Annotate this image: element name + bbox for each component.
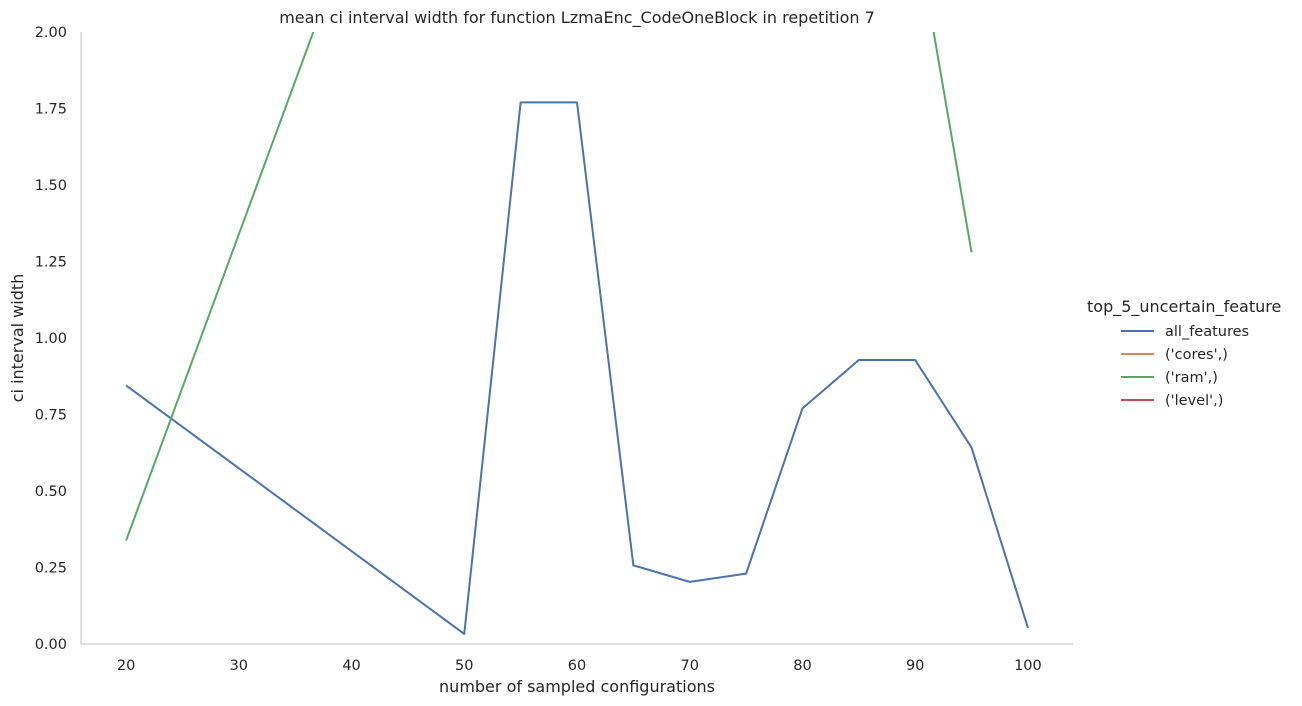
x-tick-label: 20 <box>117 658 135 674</box>
x-tick-label: 100 <box>1014 658 1042 674</box>
x-tick-label: 80 <box>793 658 811 674</box>
y-tick-label: 0.75 <box>35 408 67 424</box>
x-tick-label: 40 <box>342 658 360 674</box>
y-tick-label: 2.00 <box>35 25 67 41</box>
x-tick-label: 60 <box>568 658 586 674</box>
y-tick-label: 1.25 <box>35 255 67 271</box>
legend-label: ('ram',) <box>1165 370 1218 386</box>
series-line-ram <box>125 32 315 541</box>
y-tick-labels: 0.00 0.25 0.50 0.75 1.00 1.25 1.50 1.75 2.00 <box>35 25 67 653</box>
y-tick-label: 0.00 <box>35 637 67 653</box>
y-axis-label: ci interval width <box>8 274 27 403</box>
x-tick-labels: 20 30 40 50 60 70 80 90 100 <box>117 658 1042 674</box>
y-tick-label: 0.50 <box>35 484 67 500</box>
x-tick-label: 70 <box>681 658 699 674</box>
legend-label: ('level',) <box>1165 393 1223 409</box>
y-tick-label: 1.00 <box>35 331 67 347</box>
x-axis-label: number of sampled configurations <box>439 677 715 696</box>
y-tick-label: 1.50 <box>35 178 67 194</box>
legend-label: ('cores',) <box>1165 347 1228 363</box>
y-tick-label: 1.75 <box>35 102 67 118</box>
legend-title: top_5_uncertain_feature <box>1087 297 1281 317</box>
legend-items: all_features ('cores',) ('ram',) ('level',) <box>1121 324 1249 409</box>
legend-label: all_features <box>1165 324 1249 340</box>
x-tick-label: 50 <box>455 658 473 674</box>
x-tick-label: 90 <box>906 658 924 674</box>
legend: top_5_uncertain_feature all_features ('co… <box>1087 297 1281 409</box>
y-tick-label: 0.25 <box>35 561 67 577</box>
series-line-all-features <box>125 101 1029 635</box>
chart-title: mean ci interval width for function Lzma… <box>279 8 875 28</box>
series-line-ram <box>932 32 973 253</box>
x-tick-label: 30 <box>230 658 248 674</box>
axes <box>80 32 1073 645</box>
series-lines <box>125 32 1029 635</box>
